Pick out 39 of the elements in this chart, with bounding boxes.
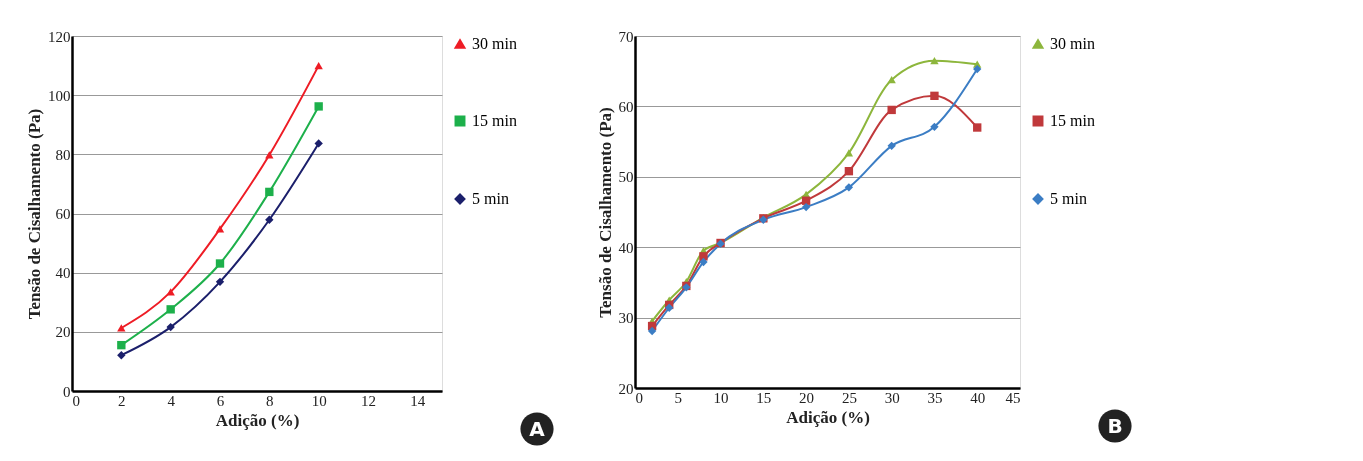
legend-label: 15 min [1050,112,1095,129]
x-tick-label: 2 [118,392,126,409]
y-tick-label: 40 [55,265,71,282]
y-tick-label: 60 [55,206,71,222]
y-axis-title: Tensão de Cisalhamento (Pa) [25,108,44,320]
y-tick-label: 100 [48,87,71,104]
x-axis-title: Adição (%) [786,407,870,427]
text: A [529,417,546,441]
x-axis-title: Adição (%) [215,410,300,430]
y-tick-label: 40 [618,239,634,256]
legend-label: 30 min [472,35,517,52]
y-tick-label: 70 [618,28,634,45]
x-tick-label: 15 [756,389,772,406]
y-tick-label: 80 [55,146,71,163]
x-tick-label: 5 [674,389,683,406]
legend-label: 5 min [1050,190,1087,207]
y-axis-title: Tensão de Cisalhamento (Pa) [595,107,615,318]
x-tick-label: 30 [884,389,900,406]
x-tick-label: 8 [266,392,274,409]
x-tick-label: 6 [216,392,225,409]
y-tick-label: 60 [618,98,634,115]
y-tick-label: 20 [55,324,71,341]
x-tick-label: 45 [1005,389,1021,406]
y-tick-label: 50 [618,169,634,186]
x-tick-label: 20 [799,389,815,406]
legend-label: 15 min [472,112,517,129]
x-tick-label: 4 [167,392,176,409]
x-tick-label: 14 [410,392,426,409]
text: B [1107,414,1123,438]
x-tick-label: 10 [713,389,729,406]
x-tick-label: 12 [361,392,376,409]
x-tick-label: 35 [927,389,943,406]
x-tick-label: 40 [970,389,986,406]
y-tick-label: 30 [618,310,634,327]
y-tick-label: 120 [48,28,71,45]
legend-label: 30 min [1050,35,1095,52]
legend-label: 5 min [472,190,509,207]
x-tick-label: 25 [841,389,857,406]
x-tick-label: 10 [311,392,327,409]
